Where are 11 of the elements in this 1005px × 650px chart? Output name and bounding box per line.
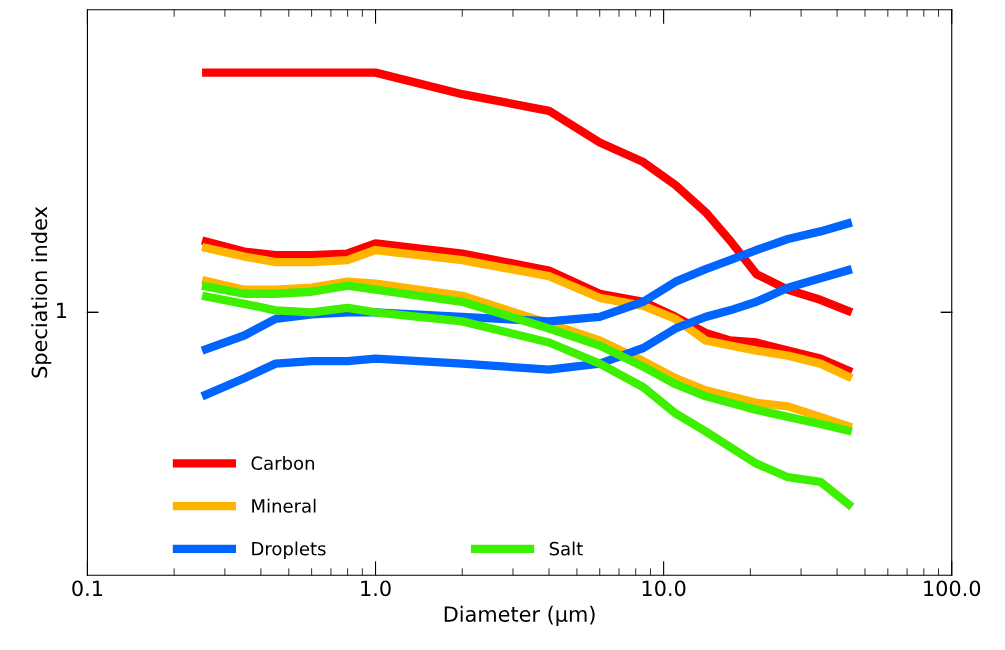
x-tick-label: 10.0 — [642, 580, 686, 597]
x-axis-title: Diameter (μm) — [444, 605, 595, 626]
x-tick-label: 100.0 — [924, 580, 981, 597]
y-axis-title: Speciation index — [31, 206, 52, 378]
legend-label: Carbon — [251, 456, 314, 470]
legend-label: Droplets — [252, 541, 326, 559]
x-tick-label: 0.1 — [72, 580, 103, 597]
legend-label: Mineral — [252, 498, 316, 513]
x-tick-label: 1.0 — [361, 580, 391, 597]
legend-label: Salt — [549, 541, 583, 556]
text: 1 — [57, 302, 67, 319]
